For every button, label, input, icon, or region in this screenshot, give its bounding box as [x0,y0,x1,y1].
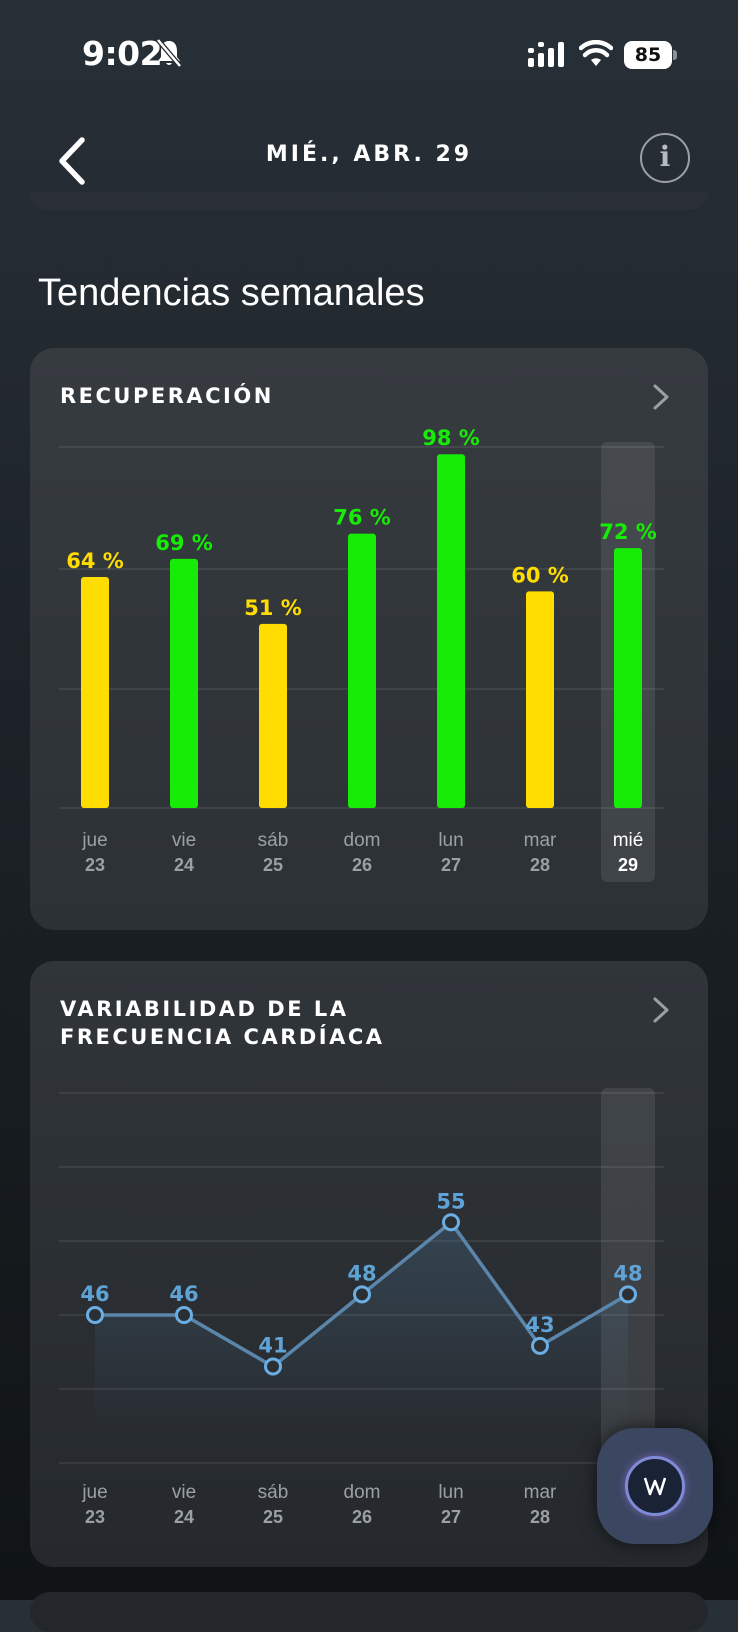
hrv-value-label: 43 [525,1313,554,1337]
recovery-value-label: 98 % [422,426,480,450]
hrv-title: VARIABILIDAD DE LA FRECUENCIA CARDÍACA [60,995,385,1051]
cellular-signal-icon [528,42,564,67]
day-number: 29 [618,855,638,875]
day-number: 25 [263,1507,283,1527]
hrv-point [175,1306,193,1324]
hrv-value-label: 46 [169,1282,198,1306]
chevron-right-icon[interactable] [650,995,672,1025]
day-label: jue [81,1482,107,1503]
silent-bell-icon [156,38,182,68]
recovery-bar [526,591,554,808]
day-number: 26 [352,1507,372,1527]
day-label: mar [524,1482,557,1503]
header-divider [30,192,708,210]
hrv-value-label: 46 [80,1282,109,1306]
day-label: jue [81,830,107,851]
hrv-title-line1: VARIABILIDAD DE LA [60,997,349,1021]
info-button[interactable]: i [640,133,690,183]
recovery-value-label: 60 % [511,563,569,587]
day-number: 23 [85,1507,105,1527]
section-title: Tendencias semanales [38,272,425,314]
recovery-value-label: 69 % [155,531,213,555]
chevron-right-icon[interactable] [650,382,672,412]
hrv-title-line2: FRECUENCIA CARDÍACA [60,1025,385,1049]
day-label: mar [524,830,557,851]
hrv-value-label: 41 [258,1334,287,1358]
recovery-value-label: 76 % [333,506,391,530]
day-number: 24 [174,855,194,875]
hrv-value-label: 55 [436,1189,465,1213]
recovery-card[interactable]: RECUPERACIÓN 64 % 69 % 51 % 76 % 98 % 60 % 72 … [30,348,708,930]
status-time: 9:02 [82,34,163,73]
hrv-point [531,1336,549,1355]
top-navigation: MIÉ., ABR. 29 i [0,110,738,210]
day-label: sáb [258,1482,289,1503]
next-card-peek [30,1592,708,1632]
recovery-value-label: 64 % [66,549,124,573]
day-label: lun [438,830,463,851]
day-number: 27 [441,855,461,875]
hrv-value-label: 48 [613,1261,642,1285]
status-bar: 9:02 85 [0,0,738,100]
hrv-point [353,1285,371,1304]
wifi-icon [579,40,613,66]
recovery-value-label: 72 % [599,520,657,544]
hrv-point [86,1306,104,1324]
day-label: lun [438,1482,463,1503]
assistant-logo-icon [625,1456,685,1516]
day-number: 28 [530,1507,550,1527]
battery-tip [673,50,677,60]
hrv-point [442,1213,460,1232]
assistant-floating-button[interactable] [597,1428,713,1544]
recovery-bar [170,558,198,808]
recovery-bar [259,623,287,808]
recovery-title: RECUPERACIÓN [60,384,274,408]
day-label: vie [172,1482,196,1503]
hrv-line-chart: 46 46 41 48 55 43 48 jue 23 vie 24 sáb 25 dom 26 lun 27 m… [59,1088,664,1527]
hrv-area [95,1222,628,1431]
day-label: sáb [258,830,289,851]
hrv-card[interactable]: VARIABILIDAD DE LA FRECUENCIA CARDÍACA 4… [30,961,708,1567]
hrv-point [619,1285,637,1304]
day-number: 28 [530,855,550,875]
recovery-bar [81,576,109,808]
day-label: dom [344,1482,381,1503]
recovery-value-label: 51 % [244,596,302,620]
battery-indicator: 85 [624,41,672,69]
day-number: 24 [174,1507,194,1527]
hrv-value-label: 48 [347,1261,376,1285]
recovery-bar [348,533,376,808]
day-number: 25 [263,855,283,875]
day-number: 27 [441,1507,461,1527]
info-icon: i [659,140,671,173]
day-label: mié [613,830,644,851]
back-button[interactable] [52,134,102,188]
day-number: 23 [85,855,105,875]
date-title: MIÉ., ABR. 29 [265,142,473,167]
recovery-bar [437,454,465,808]
hrv-point [264,1357,282,1376]
day-number: 26 [352,855,372,875]
recovery-bar-chart: 64 % 69 % 51 % 76 % 98 % 60 % 72 % jue 23 vie 24 sá… [59,426,664,882]
day-label: vie [172,830,196,851]
recovery-bar [614,548,642,808]
day-label: dom [344,830,381,851]
